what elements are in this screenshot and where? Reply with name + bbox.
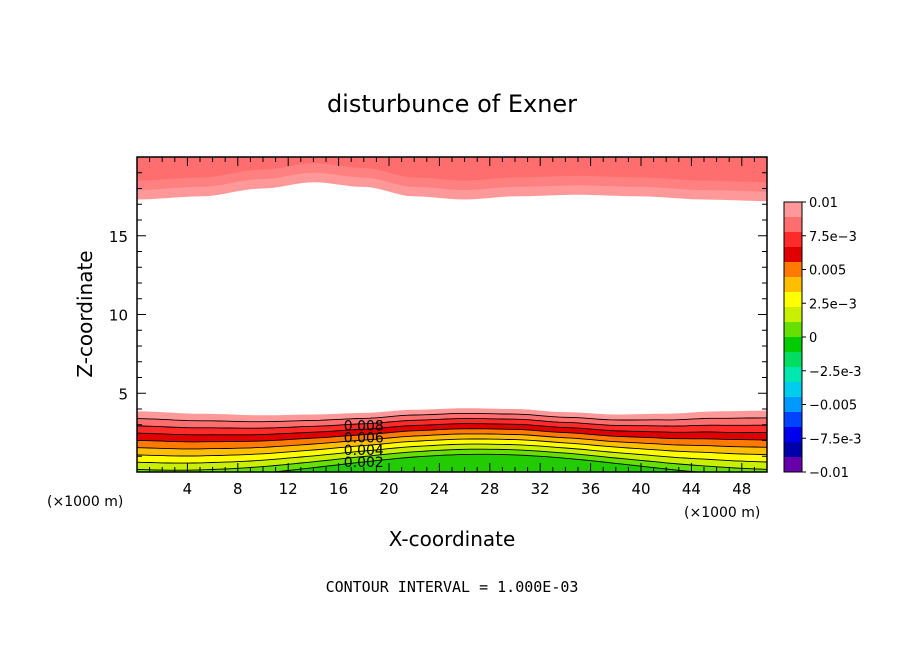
contour-line-4 — [136, 428, 767, 443]
colorbar-swatch — [784, 307, 802, 323]
contour-line-5 — [136, 433, 768, 450]
contour-line-7 — [136, 443, 768, 464]
colorbar-swatch — [784, 457, 802, 473]
contour-lines-layer — [136, 412, 768, 473]
contour-label: 0.002 — [344, 455, 384, 471]
colorbar-swatch — [784, 427, 802, 443]
colorbar-swatch — [784, 412, 802, 428]
colorbar-swatch — [784, 202, 802, 218]
x-tick-label: 20 — [379, 480, 398, 498]
contour-line-6 — [136, 438, 768, 457]
top-band-3 — [137, 157, 767, 183]
contour-interval-note: CONTOUR INTERVAL = 1.000E-03 — [326, 578, 579, 596]
plot-fill-layer — [137, 157, 767, 472]
colorbar-swatch — [784, 322, 802, 338]
colorbar-swatch — [784, 217, 802, 233]
colorbar-swatch — [784, 292, 802, 308]
contour-line-8 — [136, 448, 768, 471]
colorbar-swatch — [784, 337, 802, 353]
x-tick-label: 24 — [430, 480, 449, 498]
colorbar-label: 0 — [809, 331, 817, 346]
x-tick-label: 16 — [329, 480, 348, 498]
x-tick-label: 48 — [732, 480, 751, 498]
contour-label: 0.006 — [344, 430, 384, 446]
chart-title: disturbunce of Exner — [327, 90, 577, 118]
x-unit-right: (×1000 m) — [684, 505, 760, 521]
colorbar-swatch — [784, 382, 802, 398]
contour-line-3 — [136, 423, 768, 436]
y-tick-label: 5 — [118, 385, 128, 403]
colorbar-label: 2.5e−3 — [809, 297, 857, 312]
colorbar-swatch — [784, 397, 802, 413]
contour-line-1 — [136, 412, 767, 423]
colorbar-label: −0.005 — [809, 399, 857, 414]
colorbar-labels: 0.01 7.5e−3 0.005 2.5e−3 0 −2.5e-3 −0.005 −7.5e… — [809, 196, 862, 481]
x-tick-label: 32 — [531, 480, 550, 498]
x-axis-label: X-coordinate — [389, 527, 516, 551]
colorbar-swatch — [784, 262, 802, 278]
colorbar-label: 7.5e−3 — [809, 230, 857, 245]
colorbar-label: −2.5e-3 — [809, 365, 862, 380]
colorbar — [783, 201, 806, 473]
bottom-band-10 — [137, 454, 767, 472]
x-tick-label: 12 — [279, 480, 298, 498]
colorbar-swatch — [784, 442, 802, 458]
x-tick-label: 44 — [682, 480, 701, 498]
x-unit-left: (×1000 m) — [47, 494, 123, 510]
contour-label: 0.008 — [344, 419, 384, 435]
contour-label: 0.004 — [344, 443, 384, 459]
x-tick-label: 40 — [631, 480, 650, 498]
y-tick-label: 15 — [109, 228, 128, 246]
x-tick-label: 4 — [183, 480, 193, 498]
contour-line-2 — [136, 418, 768, 429]
colorbar-swatch — [784, 352, 802, 368]
y-tick-label: 10 — [109, 307, 128, 325]
x-tick-label: 36 — [581, 480, 600, 498]
colorbar-swatch — [784, 277, 802, 293]
x-tick-label: 8 — [233, 480, 243, 498]
colorbar-swatch — [784, 247, 802, 263]
colorbar-label: 0.005 — [809, 264, 846, 279]
colorbar-label: 0.01 — [809, 196, 838, 211]
y-axis-label: Z-coordinate — [73, 250, 97, 377]
colorbar-label: −0.01 — [809, 466, 849, 481]
x-tick-label: 28 — [480, 480, 499, 498]
colorbar-label: −7.5e-3 — [809, 432, 862, 447]
axis-ticks — [137, 157, 767, 472]
colorbar-swatch — [784, 232, 802, 248]
colorbar-swatch — [784, 367, 802, 383]
